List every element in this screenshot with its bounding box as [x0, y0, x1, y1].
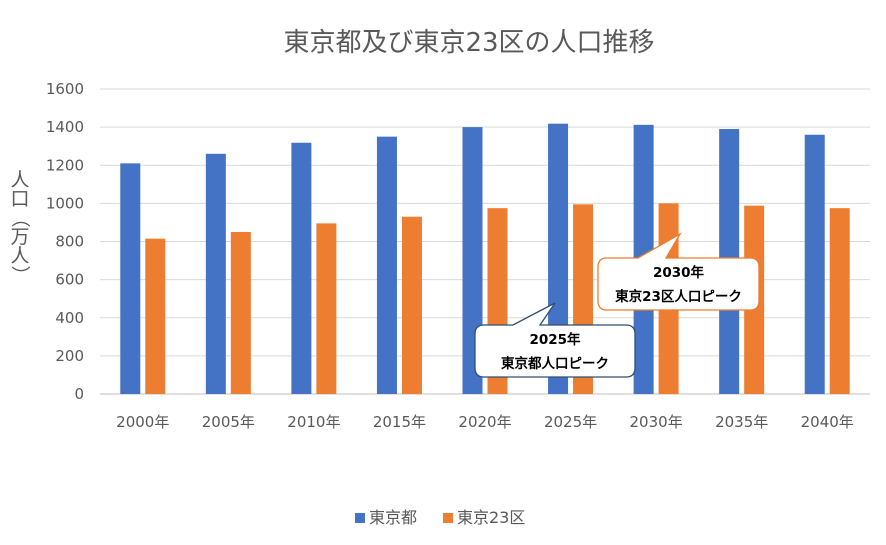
legend-label: 東京23区: [457, 508, 525, 527]
callout-box: [474, 302, 636, 378]
bar-tokyo23: [829, 208, 850, 394]
legend-label: 東京都: [369, 508, 417, 527]
x-tick-label: 2040年: [801, 413, 854, 431]
x-tick-label: 2020年: [458, 413, 511, 431]
x-tick-labels: 2000年 2005年 2010年 2015年 2020年 2025年 2030年 2035年…: [116, 413, 854, 431]
bar-tokyo: [376, 136, 397, 394]
bar-tokyo: [291, 142, 312, 394]
x-tick-label: 2000年: [116, 413, 169, 431]
y-tick-label: 1000: [46, 194, 84, 212]
bar-tokyo23: [401, 216, 422, 394]
y-tick-label: 0: [74, 385, 84, 403]
y-axis-label-char: 人: [10, 169, 29, 191]
bar-tokyo23: [316, 223, 337, 394]
y-tick-label: 600: [55, 271, 84, 289]
x-tick-label: 2025年: [544, 413, 597, 431]
x-tick-label: 2035年: [715, 413, 768, 431]
y-tick-label: 1200: [46, 156, 84, 174]
callout-text: 東京23区人口ピーク: [615, 288, 742, 305]
y-axis-label-char: ）: [9, 265, 31, 284]
bar-tokyo: [120, 163, 141, 394]
gridlines: [100, 88, 870, 395]
y-tick-label: 1400: [46, 118, 84, 136]
legend-swatch: [443, 513, 453, 523]
bar-tokyo23: [230, 231, 251, 394]
bar-tokyo: [205, 153, 226, 394]
callout-year: 2030年: [653, 264, 705, 281]
callout-year: 2025年: [529, 331, 581, 348]
y-axis-label-char: （: [9, 208, 31, 227]
x-tick-label: 2015年: [373, 413, 426, 431]
x-tick-label: 2010年: [287, 413, 340, 431]
callout-box: [597, 232, 760, 311]
bar-tokyo23: [145, 238, 166, 394]
x-tick-label: 2030年: [630, 413, 683, 431]
y-tick-label: 800: [55, 233, 84, 251]
y-axis-label-char: 万: [10, 226, 29, 248]
legend-swatch: [355, 513, 365, 523]
callout-text: 東京都人口ピーク: [501, 355, 609, 372]
x-tick-label: 2005年: [202, 413, 255, 431]
y-tick-label: 200: [55, 347, 84, 365]
chart-title: 東京都及び東京23区の人口推移: [283, 28, 654, 58]
y-tick-label: 400: [55, 309, 84, 327]
legend: 東京都 東京23区: [355, 508, 525, 527]
y-axis-label-char: 人: [10, 245, 29, 267]
bar-tokyo: [804, 134, 825, 394]
y-tick-labels: 0 200 400 600 800 1000 1200 1400 1600: [46, 80, 84, 403]
y-axis-label-char: 口: [10, 188, 29, 210]
y-tick-label: 1600: [46, 80, 84, 98]
